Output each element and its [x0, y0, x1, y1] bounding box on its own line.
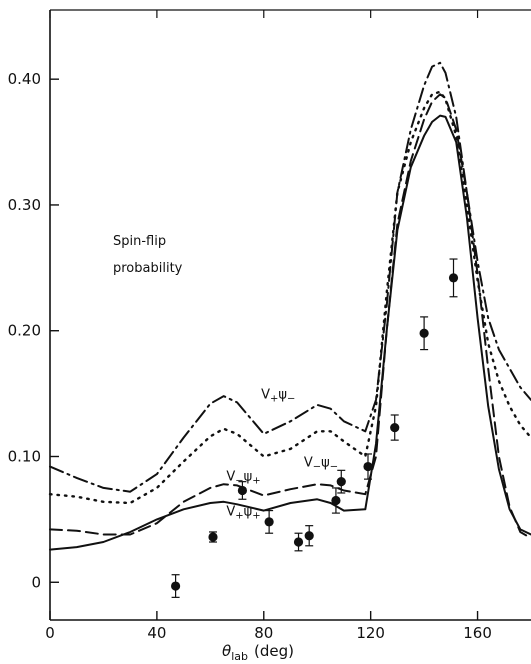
y-tick-label: 0.20	[8, 322, 41, 340]
annotation-title-line-2: probability	[113, 261, 183, 276]
curve-label-subscript: −	[330, 462, 338, 473]
curve-label-main: ψ	[244, 505, 253, 520]
curve-label: V−ψ−	[304, 456, 338, 473]
data-point	[419, 328, 429, 338]
data-point	[208, 532, 218, 542]
x-tick-label: 0	[45, 624, 55, 642]
x-tick-label: 160	[463, 624, 492, 642]
data-point	[390, 422, 400, 433]
data-point	[363, 461, 373, 472]
curve-label-subscript: −	[313, 462, 321, 473]
annotation-title-line-1: Spin-flip	[113, 234, 166, 249]
series-line	[49, 93, 531, 540]
curve-label-main: ψ	[244, 469, 253, 484]
x-tick-label: 80	[254, 624, 273, 642]
x-tick-label: 40	[147, 624, 166, 642]
y-tick-label: 0.10	[8, 447, 41, 465]
data-point	[293, 537, 304, 547]
x-axis-title: θlab (deg)	[222, 642, 294, 663]
series-line	[49, 61, 531, 493]
x-axis-title-unit: (deg)	[254, 642, 294, 660]
curve-label-subscript: −	[287, 394, 295, 405]
y-tick-label: 0.30	[8, 196, 41, 214]
data-point	[237, 485, 247, 496]
curve-label-subscript: +	[235, 511, 243, 522]
curve-label-main: V	[304, 456, 313, 471]
data-point	[336, 477, 346, 487]
plot-frame	[49, 9, 531, 621]
data-point	[264, 517, 274, 527]
curve-labels: V+ψ−V−ψ−V−ψ+V+ψ+	[226, 388, 338, 522]
data-point	[448, 273, 459, 283]
curve-label-subscript: +	[252, 511, 260, 522]
curve-label: V+ψ−	[261, 388, 295, 405]
curve-label-subscript: +	[270, 394, 278, 405]
curve-label: V+ψ+	[226, 505, 260, 522]
curve-label-main: V	[261, 388, 270, 403]
y-tick-labels: 0 0.10 0.20 0.30 0.40	[8, 70, 41, 591]
data-point	[331, 495, 341, 506]
x-axis-title-symbol: θ	[222, 642, 231, 660]
y-tick-label: 0	[31, 573, 41, 591]
x-tick-label: 120	[356, 624, 385, 642]
curve-label: V−ψ+	[226, 469, 260, 486]
series-curves	[48, 61, 531, 551]
series-line	[49, 114, 531, 551]
curve-label-main: V	[226, 469, 235, 484]
x-tick-labels: 0 40 80 120 160	[45, 624, 492, 642]
measured-points	[170, 258, 459, 598]
data-point	[304, 531, 314, 541]
curve-label-main: ψ	[278, 388, 287, 403]
axis-ticks	[49, 10, 479, 620]
series-line	[48, 90, 531, 505]
curve-label-subscript: +	[252, 475, 260, 486]
curve-label-subscript: −	[235, 475, 243, 486]
x-axis-title-subscript: lab	[231, 650, 248, 663]
curve-label-main: V	[226, 505, 235, 520]
data-point	[170, 581, 181, 591]
curve-label-main: ψ	[321, 456, 330, 471]
y-tick-label: 0.40	[8, 70, 41, 88]
